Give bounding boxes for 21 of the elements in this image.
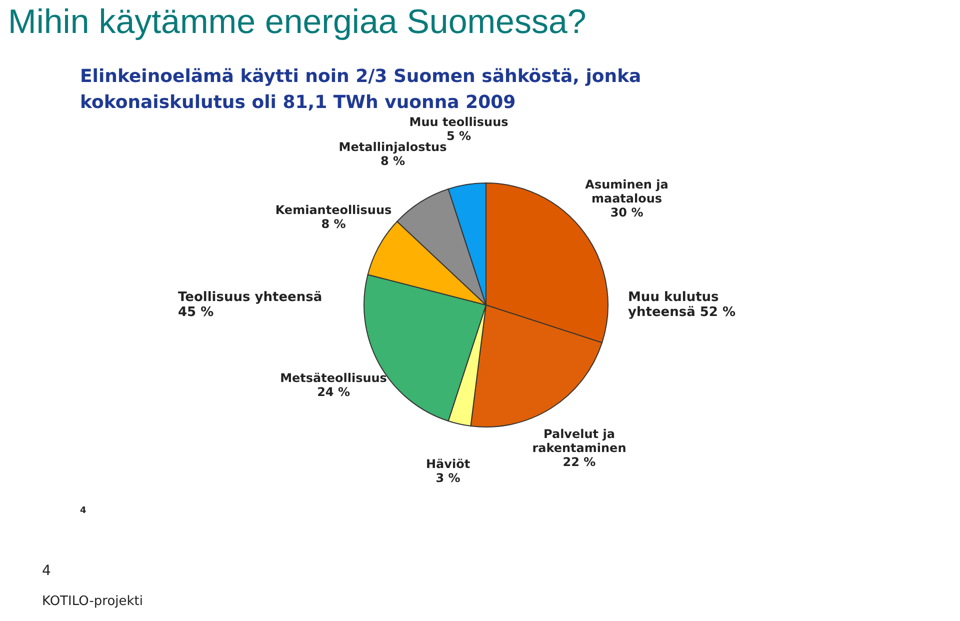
slice-label: Häviöt	[426, 456, 470, 471]
text: Muu kulutus yhteensä 52 %	[628, 290, 737, 320]
slice-label: Metsäteollisuus	[280, 370, 387, 385]
data-label: 8 %	[380, 154, 406, 168]
data-label: 30 %	[610, 206, 644, 220]
data-label: 22 %	[562, 454, 596, 469]
chart-title: Mihin käytämme energiaa Suomessa?	[8, 7, 586, 42]
slice-label: Asuminen ja maatalous	[585, 178, 668, 206]
slice-label: Palvelut ja rakentaminen	[532, 426, 626, 455]
slice-label: Muu teollisuus	[409, 115, 508, 130]
text: KOTILO-projekti	[42, 594, 143, 609]
text: Teollisuus yhteensä 45 %	[178, 290, 324, 320]
slice-label: Kemianteollisuus	[275, 203, 392, 218]
data-label: 3 %	[436, 470, 460, 485]
slice-label: Metallinjalostus	[338, 140, 447, 154]
data-label: 8 %	[321, 217, 346, 232]
data-label: 5 %	[446, 129, 472, 144]
text: 4	[80, 506, 86, 516]
text: 4	[42, 563, 51, 579]
data-label: 24 %	[317, 384, 350, 399]
chart-subtitle: Elinkeinoelämä käytti noin 2/3 Suomen sähköstä, jonka kokonaiskulutus oli 81,1 TWh vuonna 2009	[80, 65, 642, 115]
